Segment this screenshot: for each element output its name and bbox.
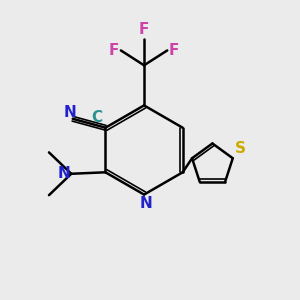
Text: F: F: [169, 43, 179, 58]
Text: N: N: [58, 166, 71, 181]
Text: N: N: [63, 105, 76, 120]
Text: F: F: [109, 43, 119, 58]
Text: N: N: [139, 196, 152, 211]
Text: S: S: [235, 141, 246, 156]
Text: C: C: [91, 110, 102, 125]
Text: F: F: [139, 22, 149, 37]
